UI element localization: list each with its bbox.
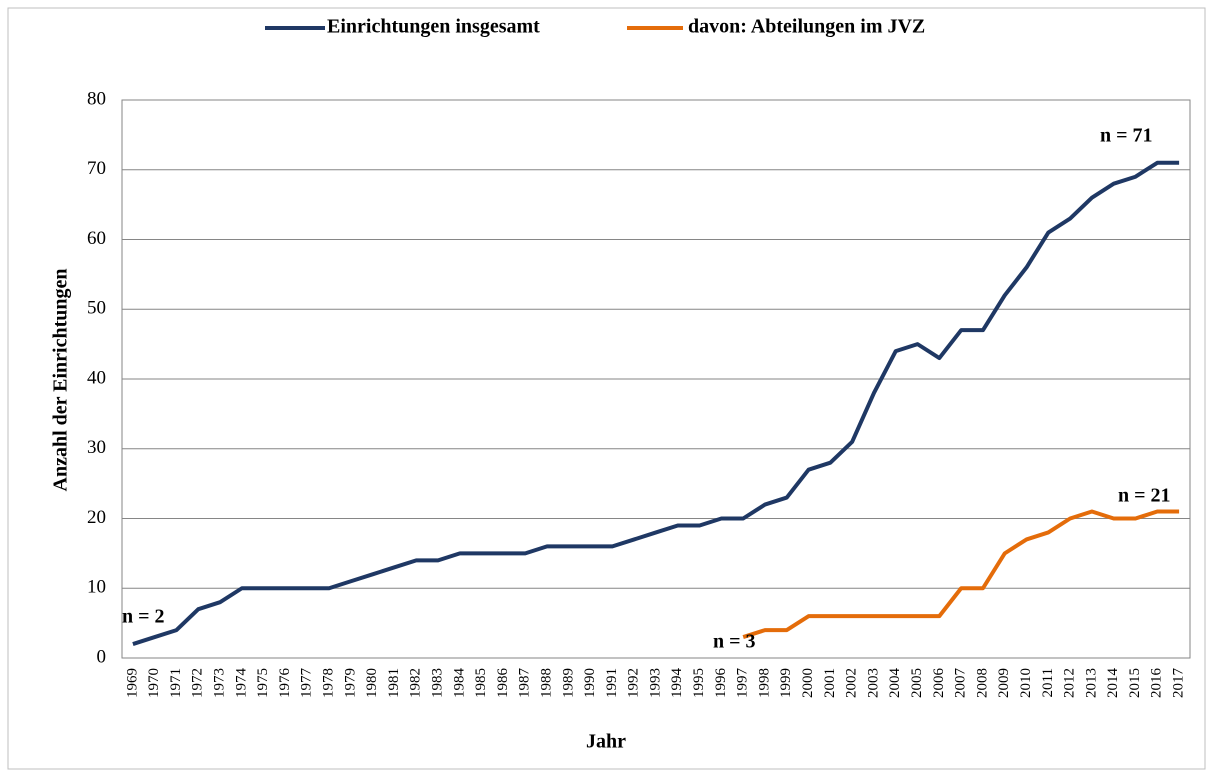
x-tick-label: 2009	[996, 668, 1012, 698]
x-tick-label: 1973	[212, 668, 228, 698]
x-tick-label: 1981	[386, 668, 402, 698]
x-tick-label: 1999	[778, 668, 794, 698]
y-tick-label: 20	[87, 507, 106, 528]
x-tick-label: 2003	[865, 668, 881, 698]
x-tick-label: 2001	[822, 668, 838, 698]
annotation: n = 71	[1100, 125, 1153, 147]
x-tick-label: 1986	[495, 668, 511, 699]
x-tick-label: 2008	[974, 668, 990, 698]
x-tick-label: 2005	[909, 668, 925, 698]
x-tick-label: 1976	[277, 668, 293, 699]
x-tick-label: 2017	[1171, 668, 1187, 699]
annotation: n = 3	[713, 631, 756, 653]
x-tick-label: 2013	[1083, 668, 1099, 698]
x-tick-label: 2010	[1018, 668, 1034, 698]
x-tick-label: 1970	[146, 668, 162, 698]
x-tick-label: 2012	[1062, 668, 1078, 698]
x-tick-label: 1974	[233, 668, 249, 699]
x-tick-label: 2000	[800, 668, 816, 698]
x-tick-label: 1993	[647, 668, 663, 698]
x-tick-label: 1979	[342, 668, 358, 698]
x-tick-label: 1975	[255, 668, 271, 698]
annotation: n = 2	[122, 606, 165, 628]
x-tick-label: 1992	[626, 668, 642, 698]
x-tick-label: 1989	[560, 668, 576, 698]
y-tick-label: 0	[97, 646, 107, 667]
x-tick-label: 2015	[1127, 668, 1143, 698]
x-tick-label: 1996	[713, 668, 729, 699]
x-tick-label: 2004	[887, 668, 903, 699]
x-tick-label: 1985	[473, 668, 489, 698]
x-tick-label: 1984	[451, 668, 467, 699]
x-tick-label: 2002	[844, 668, 860, 698]
x-tick-label: 2007	[953, 668, 969, 699]
y-axis-title: Anzahl der Einrichtungen	[50, 269, 72, 492]
x-tick-label: 2014	[1105, 668, 1121, 699]
legend-label: davon: Abteilungen im JVZ	[688, 16, 925, 38]
y-tick-label: 80	[87, 88, 106, 109]
y-tick-label: 40	[87, 367, 106, 388]
y-tick-label: 60	[87, 228, 106, 249]
legend-label: Einrichtungen insgesamt	[327, 16, 540, 38]
x-tick-label: 2011	[1040, 668, 1056, 697]
x-tick-label: 1977	[299, 668, 315, 699]
x-tick-label: 1998	[756, 668, 772, 698]
line	[132, 160, 1180, 646]
x-tick-label: 1969	[124, 668, 140, 698]
line	[742, 509, 1180, 639]
x-axis-title: Jahr	[586, 731, 626, 753]
x-tick-label: 2006	[931, 668, 947, 699]
x-tick-label: 1994	[669, 668, 685, 699]
x-tick-label: 1972	[190, 668, 206, 698]
x-tick-label: 1980	[364, 668, 380, 698]
x-tick-label: 1997	[735, 668, 751, 699]
x-tick-label: 1995	[691, 668, 707, 698]
x-tick-label: 1982	[408, 668, 424, 698]
x-tick-label: 1990	[582, 668, 598, 698]
y-tick-label: 50	[87, 298, 106, 319]
x-tick-label: 1987	[517, 668, 533, 699]
x-tick-label: 1988	[538, 668, 554, 698]
annotation: n = 21	[1118, 485, 1171, 507]
chart-border	[7, 7, 1206, 770]
y-tick-label: 10	[87, 577, 106, 598]
y-tick-label: 30	[87, 437, 106, 458]
x-tick-label: 1971	[168, 668, 184, 698]
x-tick-label: 2016	[1149, 668, 1165, 699]
y-tick-label: 70	[87, 158, 106, 179]
x-tick-label: 1991	[604, 668, 620, 698]
x-tick-label: 1978	[320, 668, 336, 698]
x-tick-label: 1983	[429, 668, 445, 698]
